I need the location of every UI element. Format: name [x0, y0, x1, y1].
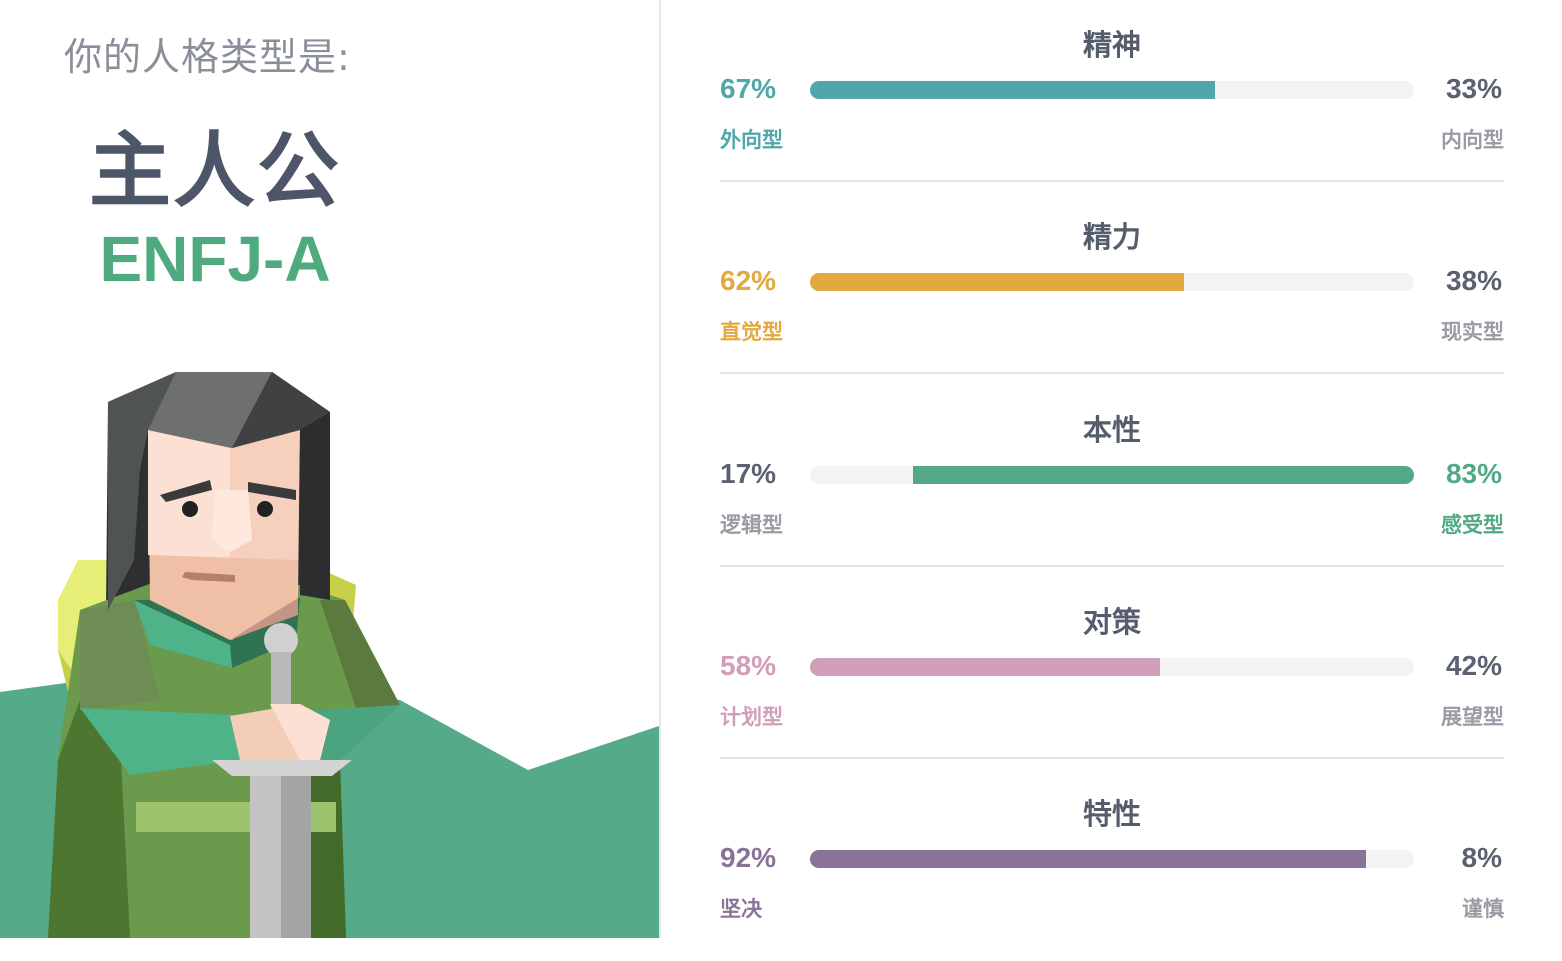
trait-bar [810, 81, 1414, 99]
trait-left-percent: 17% [720, 458, 777, 489]
trait-mind: 精神 67% 33% 外向型 内向型 [720, 0, 1504, 192]
trait-title: 精力 [1082, 220, 1141, 254]
trait-bar [810, 658, 1414, 676]
result-intro-text: 你的人格类型是: [64, 35, 351, 79]
traits-panel: 精神 67% 33% 外向型 内向型 精力 62% 38% 直觉型 现实型 本性… [720, 0, 1504, 938]
trait-right-percent: 42% [1445, 650, 1502, 681]
panel-divider [659, 0, 661, 938]
trait-right-label: 感受型 [1441, 513, 1504, 537]
trait-nature: 本性 17% 83% 逻辑型 感受型 [720, 385, 1504, 577]
trait-right-label: 谨慎 [1462, 897, 1504, 921]
trait-left-label: 坚决 [720, 897, 762, 921]
trait-left-label: 直觉型 [720, 320, 783, 344]
trait-title: 本性 [1082, 413, 1141, 447]
trait-energy: 精力 62% 38% 直觉型 现实型 [720, 192, 1504, 384]
trait-left-percent: 67% [720, 73, 777, 104]
trait-bar-fill [912, 466, 1414, 484]
trait-separator [720, 372, 1504, 374]
trait-title: 对策 [1082, 605, 1141, 639]
trait-right-label: 现实型 [1441, 320, 1504, 344]
personality-type-name: 主人公 [88, 124, 341, 219]
trait-right-percent: 83% [1445, 458, 1502, 489]
trait-right-percent: 33% [1445, 73, 1502, 104]
trait-title: 特性 [1082, 797, 1141, 831]
trait-left-label: 计划型 [720, 705, 783, 729]
trait-separator [720, 757, 1504, 759]
trait-left-percent: 62% [720, 265, 777, 296]
personality-type-code: ENFJ-A [99, 223, 331, 295]
trait-separator [720, 180, 1504, 182]
trait-bar [810, 850, 1414, 868]
trait-bar-fill [810, 658, 1161, 676]
protagonist-character-illustration [0, 372, 659, 938]
trait-left-label: 逻辑型 [720, 513, 783, 537]
trait-right-percent: 8% [1461, 842, 1502, 873]
trait-right-label: 展望型 [1441, 705, 1504, 729]
trait-tactics: 对策 58% 42% 计划型 展望型 [720, 577, 1504, 769]
trait-right-percent: 38% [1445, 265, 1502, 296]
trait-bar-fill [810, 81, 1215, 99]
trait-identity: 特性 92% 8% 坚决 谨慎 [720, 769, 1504, 961]
trait-right-label: 内向型 [1441, 128, 1504, 152]
trait-left-percent: 92% [720, 842, 777, 873]
trait-bar-fill [810, 850, 1366, 868]
trait-left-label: 外向型 [720, 128, 783, 152]
trait-bar-fill [810, 273, 1185, 291]
trait-left-percent: 58% [720, 650, 777, 681]
trait-bar [810, 466, 1414, 484]
trait-bar [810, 273, 1414, 291]
personality-result-panel: 你的人格类型是: 主人公 ENFJ-A [0, 0, 659, 938]
trait-separator [720, 565, 1504, 567]
trait-title: 精神 [1082, 28, 1141, 62]
